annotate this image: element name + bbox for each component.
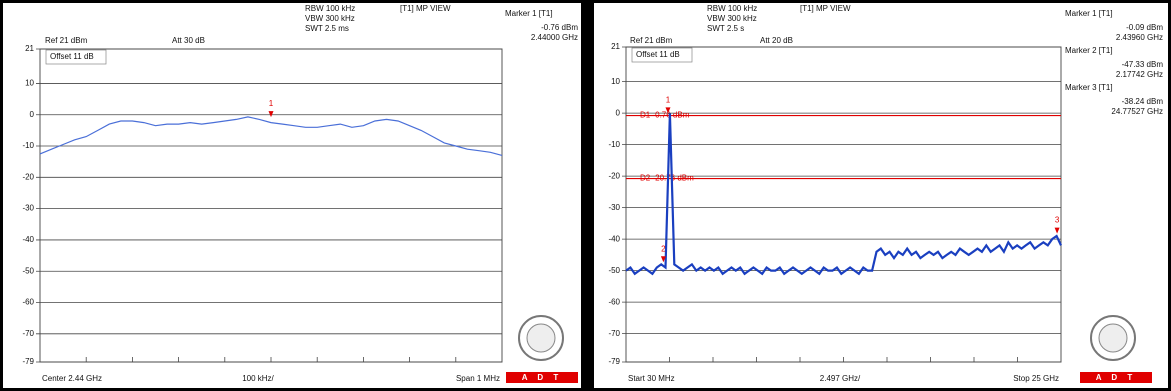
y-tick-label: -30	[608, 203, 620, 212]
y-tick-label: -50	[22, 266, 34, 275]
panel-right	[594, 3, 1168, 388]
y-tick-label: 10	[25, 79, 34, 88]
x-start: Center 2.44 GHz	[42, 374, 102, 383]
panel-left	[3, 3, 581, 388]
y-tick-label: -40	[608, 234, 620, 243]
y-tick-label: -40	[22, 235, 34, 244]
marker-id: 2	[661, 244, 666, 253]
offset-box	[45, 49, 107, 65]
offset: Offset 11 dB	[636, 50, 680, 59]
y-tick-label: 0	[616, 108, 621, 117]
marker	[660, 256, 666, 263]
logo-bar	[506, 372, 578, 383]
y-tick-label: -70	[22, 329, 34, 338]
marker-freq: 24.77527 GHz	[1111, 107, 1163, 116]
trace	[39, 116, 503, 156]
marker	[268, 111, 274, 118]
marker-name: Marker 1 [T1]	[1065, 9, 1113, 18]
trace	[625, 113, 1062, 276]
x-division-label: 100 kHz/	[242, 374, 274, 383]
marker-freq: 2.43960 GHz	[1116, 33, 1163, 42]
marker	[1054, 227, 1060, 234]
y-tick-label: 10	[611, 77, 620, 86]
ref-level: Ref 21 dBm	[45, 36, 88, 45]
y-tick-label: -30	[22, 204, 34, 213]
view: [T1] MP VIEW	[800, 4, 851, 13]
y-tick-label: -60	[22, 298, 34, 307]
marker-id: 1	[666, 96, 671, 105]
logo-text: A D T	[522, 373, 563, 382]
logo-seal-inner	[1098, 323, 1128, 353]
y-tick-label: 0	[30, 110, 35, 119]
y-tick-label: -79	[608, 357, 620, 366]
rbw: RBW 100 kHz	[305, 4, 355, 13]
y-tick-label: 21	[611, 42, 620, 51]
marker-name: Marker 3 [T1]	[1065, 83, 1113, 92]
marker-id: 3	[1055, 216, 1060, 225]
marker-id: 1	[269, 99, 274, 108]
marker-level: -0.09 dBm	[1126, 23, 1163, 32]
marker-freq: 2.44000 GHz	[531, 33, 578, 42]
display-line-label: D1 -0.76 dBm	[640, 111, 690, 120]
x-start: Start 30 MHz	[628, 374, 675, 383]
y-tick-label: -10	[608, 140, 620, 149]
attenuation: Att 30 dB	[172, 36, 205, 45]
vbw: VBW 300 kHz	[707, 14, 757, 23]
rbw: RBW 100 kHz	[707, 4, 757, 13]
offset: Offset 11 dB	[50, 52, 94, 61]
marker	[665, 107, 671, 114]
y-tick-label: 21	[25, 44, 34, 53]
x-division-label: 2.497 GHz/	[820, 374, 861, 383]
y-tick-label: -79	[22, 357, 34, 366]
marker-freq: 2.17742 GHz	[1116, 70, 1163, 79]
attenuation: Att 20 dB	[760, 36, 793, 45]
marker-level: -47.33 dBm	[1122, 60, 1164, 69]
x-end: Stop 25 GHz	[1013, 374, 1059, 383]
logo-seal-inner	[526, 323, 556, 353]
vbw: VBW 300 kHz	[305, 14, 355, 23]
x-end: Span 1 MHz	[456, 374, 500, 383]
y-tick-label: -70	[608, 329, 620, 338]
logo-text: A D T	[1096, 373, 1137, 382]
marker-name: Marker 1 [T1]	[505, 9, 553, 18]
marker-level: -0.76 dBm	[541, 23, 578, 32]
logo-bar	[1080, 372, 1152, 383]
y-tick-label: -20	[22, 172, 34, 181]
marker-level: -38.24 dBm	[1122, 97, 1164, 106]
ref-level: Ref 21 dBm	[630, 36, 673, 45]
swt: SWT 2.5 s	[707, 24, 744, 33]
offset-box	[631, 47, 693, 63]
y-tick-label: -50	[608, 266, 620, 275]
y-tick-label: -10	[22, 141, 34, 150]
marker-name: Marker 2 [T1]	[1065, 46, 1113, 55]
y-tick-label: -20	[608, 171, 620, 180]
y-tick-label: -60	[608, 297, 620, 306]
view: [T1] MP VIEW	[400, 4, 451, 13]
swt: SWT 2.5 ms	[305, 24, 349, 33]
